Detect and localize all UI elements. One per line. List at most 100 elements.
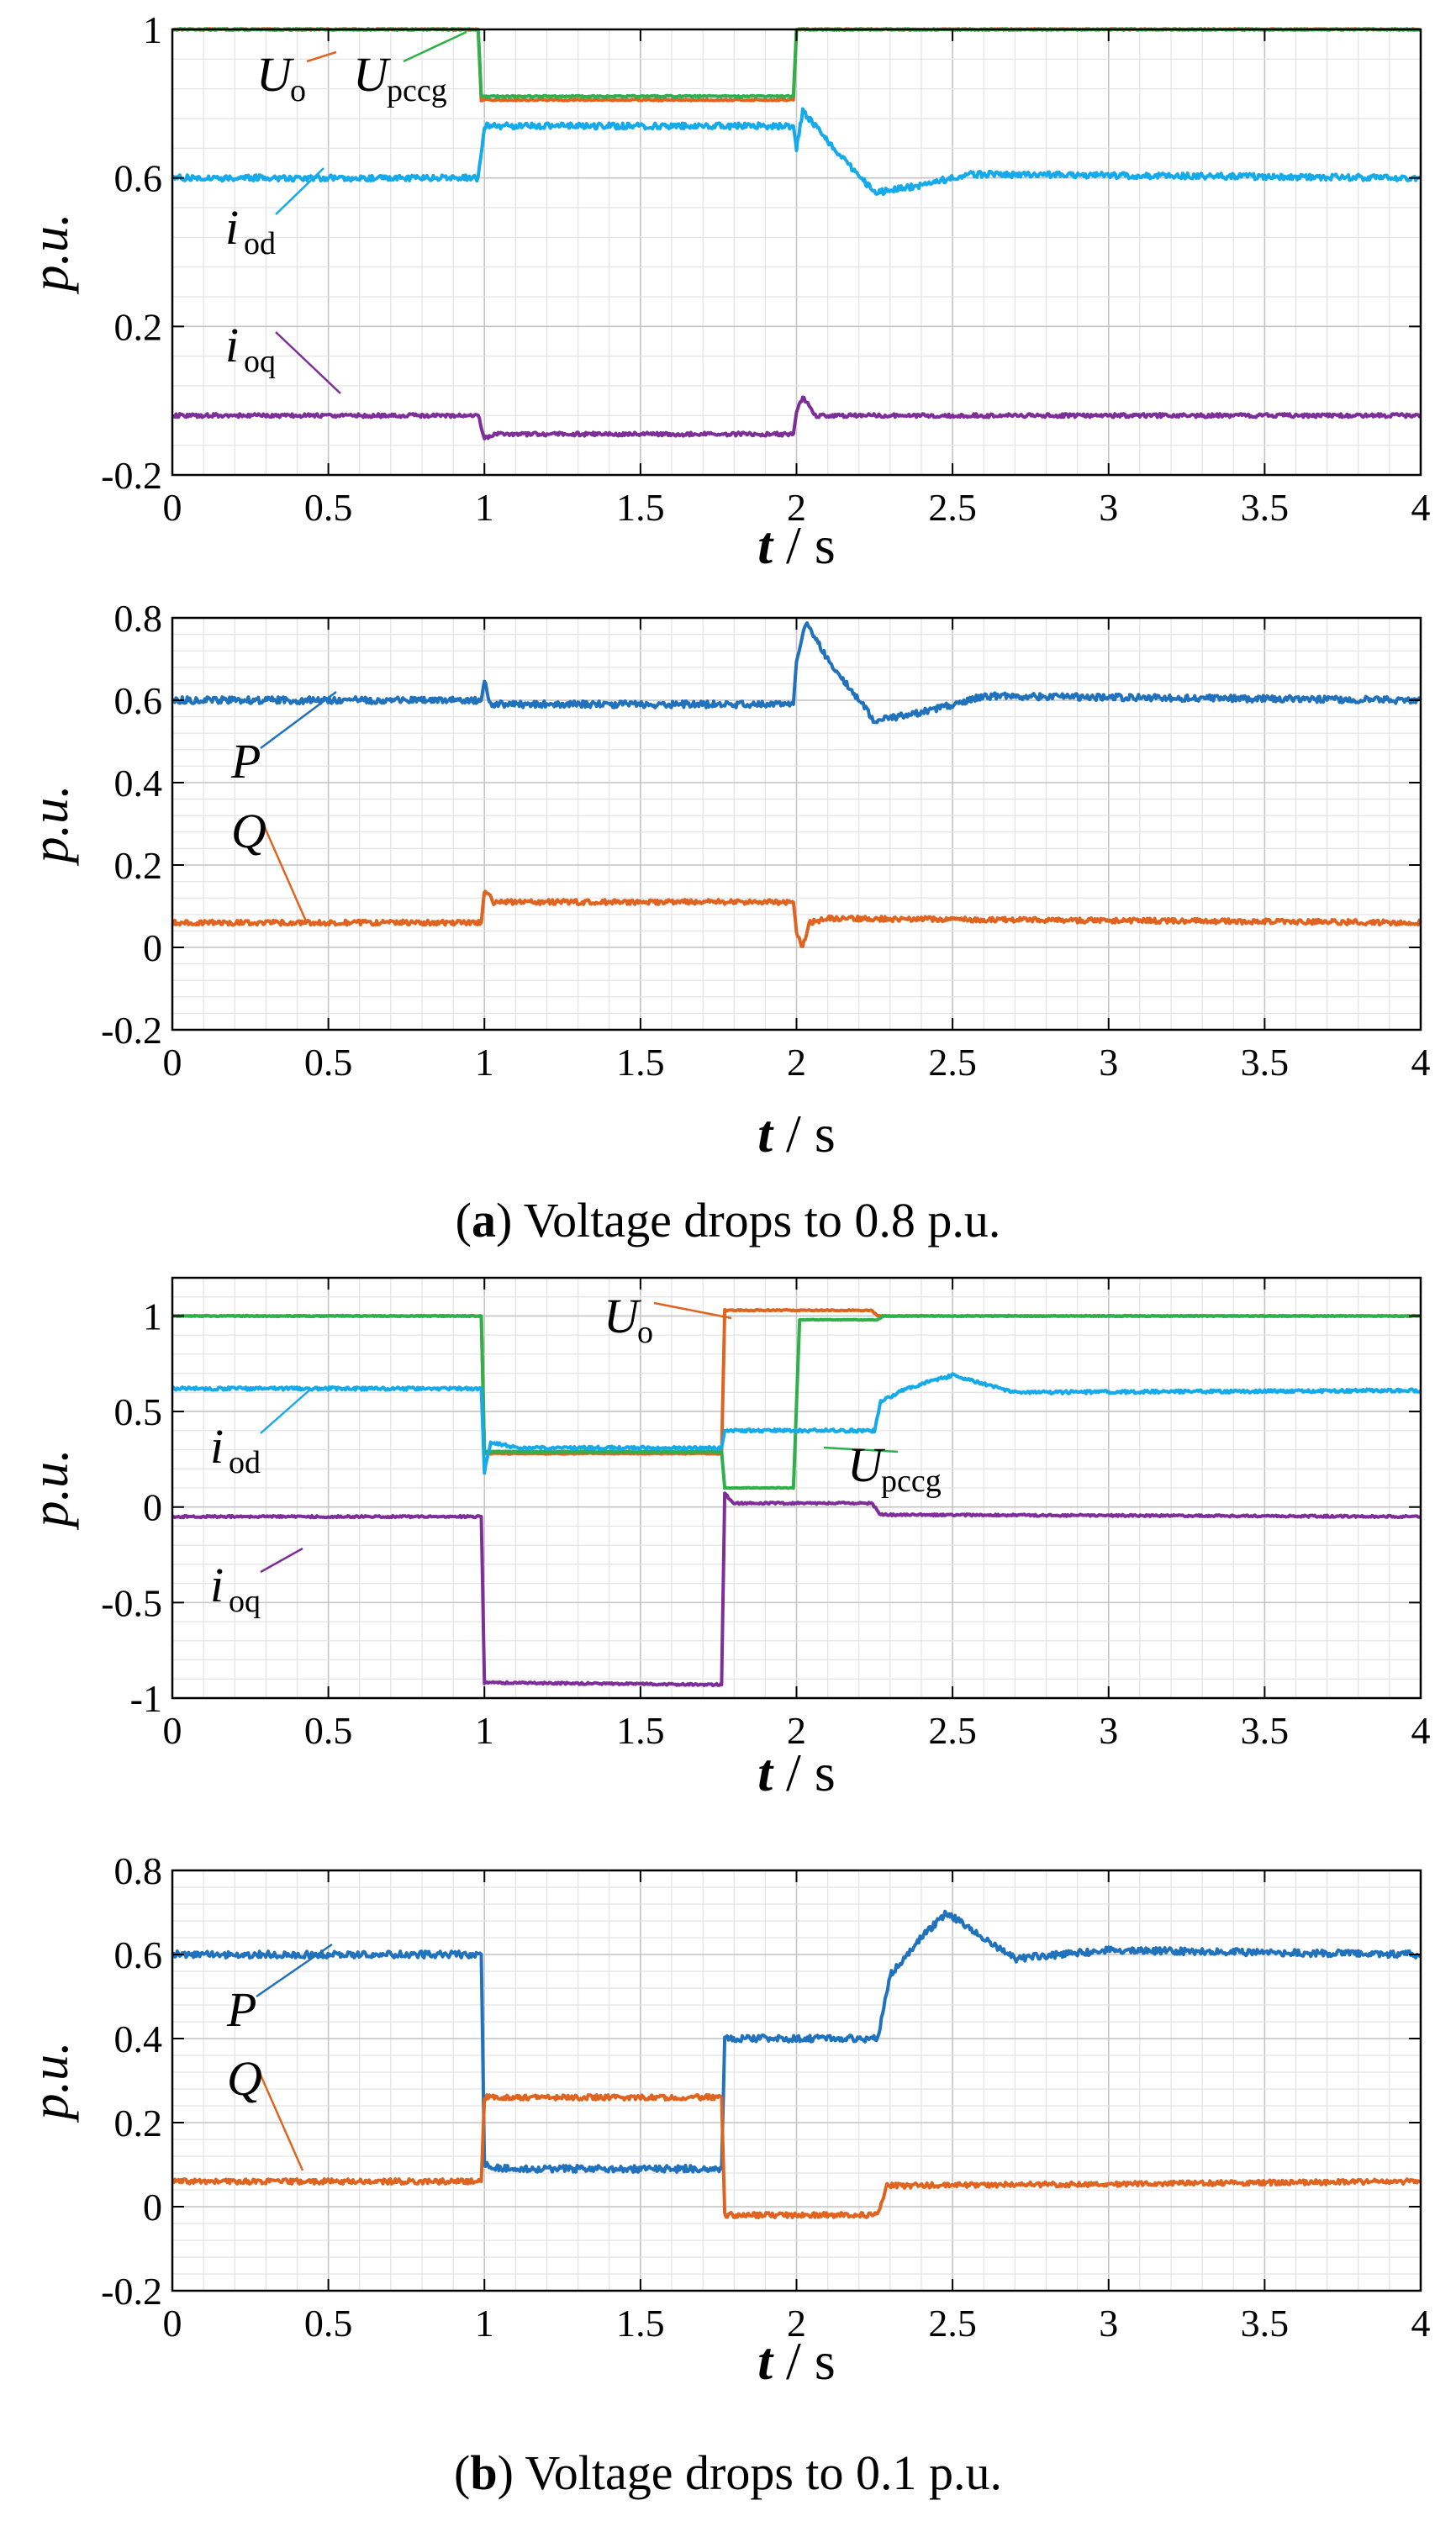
- x-tick-label: 4: [1411, 1709, 1431, 1752]
- x-tick-label: 1: [475, 1041, 494, 1084]
- x-axis-label-var: t: [757, 1743, 774, 1802]
- series-label-u_pccg: U: [353, 47, 392, 102]
- x-tick-label: 4: [1411, 2302, 1431, 2345]
- x-tick-label: 0.5: [304, 1709, 353, 1752]
- x-tick-label: 2: [787, 1041, 806, 1084]
- series-line-i_oq: [171, 395, 1422, 440]
- x-axis-label-var: t: [757, 1104, 774, 1163]
- series-label-sub-i_od: od: [229, 1445, 261, 1480]
- series-label-u_o: U: [256, 47, 295, 102]
- series-label-q: Q: [231, 804, 266, 858]
- leader-i_oq: [260, 1547, 303, 1574]
- x-tick-label: 2: [787, 486, 806, 529]
- series-line-q: [171, 2093, 1422, 2219]
- leader-i_od: [275, 167, 324, 215]
- y-tick-label: -0.2: [101, 2270, 162, 2313]
- y-tick-label: 0.6: [114, 157, 163, 200]
- y-tick-label: -1: [130, 1677, 162, 1720]
- x-axis-label-unit: / s: [773, 2331, 836, 2391]
- series-line-p: [171, 1909, 1422, 2174]
- x-tick-label: 0: [163, 1709, 182, 1752]
- series-label-i_oq: i: [210, 1558, 224, 1612]
- y-tick-label: -0.2: [101, 1009, 162, 1052]
- x-tick-label: 0.5: [304, 2302, 353, 2345]
- x-axis-label-unit: / s: [773, 1743, 836, 1802]
- y-tick-label: 0.6: [114, 679, 163, 722]
- x-tick-label: 3.5: [1241, 1041, 1290, 1084]
- y-tick-label: 0: [143, 1486, 162, 1529]
- series-label-i_od: i: [210, 1419, 224, 1474]
- x-axis-label-unit: / s: [773, 515, 836, 575]
- series-label-p: P: [230, 734, 261, 789]
- x-tick-label: 1.5: [616, 1709, 665, 1752]
- x-tick-label: 2: [787, 2302, 806, 2345]
- series-line-i_oq: [171, 1491, 1422, 1688]
- x-tick-label: 0: [163, 2302, 182, 2345]
- series-label-u_o: U: [604, 1289, 642, 1343]
- series-label-sub-i_oq: oq: [244, 344, 276, 379]
- y-axis-label: p.u.: [22, 2042, 79, 2123]
- series-label-p: P: [226, 1982, 256, 2037]
- series-label-sub-u_pccg: pccg: [387, 73, 447, 108]
- x-tick-label: 3.5: [1241, 1709, 1290, 1752]
- y-tick-label: 0.2: [114, 2102, 163, 2144]
- x-tick-label: 2.5: [928, 1709, 977, 1752]
- x-axis-label: t / s: [757, 1743, 835, 1802]
- x-tick-label: 2.5: [928, 1041, 977, 1084]
- x-tick-label: 2.5: [928, 2302, 977, 2345]
- x-tick-label: 1.5: [616, 486, 665, 529]
- x-axis-label: t / s: [757, 515, 835, 575]
- x-tick-label: 3.5: [1241, 486, 1290, 529]
- y-tick-label: 0.8: [114, 597, 163, 640]
- leader-u_pccg: [403, 30, 467, 63]
- leader-q: [259, 817, 309, 924]
- y-tick-label: 0.2: [114, 305, 163, 348]
- x-tick-label: 0.5: [304, 1041, 353, 1084]
- x-tick-label: 1.5: [616, 1041, 665, 1084]
- caption-b: (b) Voltage drops to 0.1 p.u.: [454, 2445, 1002, 2500]
- x-tick-label: 1.5: [616, 2302, 665, 2345]
- leader-u_o: [306, 50, 337, 63]
- x-tick-label: 2.5: [928, 486, 977, 529]
- x-axis-label-var: t: [757, 2331, 774, 2391]
- y-tick-label: 0: [143, 926, 162, 969]
- leader-u_o: [653, 1301, 732, 1320]
- x-tick-label: 1: [475, 1709, 494, 1752]
- series-label-i_od: i: [225, 200, 239, 255]
- x-axis-label-unit: / s: [773, 1104, 836, 1163]
- x-tick-label: 2: [787, 1709, 806, 1752]
- x-tick-label: 0: [163, 486, 182, 529]
- chart-a-power: PQ0 0.5 1 1.5 2 2.5 3 3.5 4-0.200.20.40.60.8p.u.…: [22, 597, 1431, 1163]
- x-tick-label: 3: [1099, 1709, 1118, 1752]
- y-tick-label: 0.5: [114, 1390, 163, 1433]
- x-tick-label: 3: [1099, 486, 1118, 529]
- leader-i_od: [260, 1388, 312, 1434]
- y-tick-label: 0.4: [114, 2018, 163, 2060]
- y-tick-label: 0.6: [114, 1933, 163, 1976]
- x-tick-label: 0.5: [304, 486, 353, 529]
- x-axis-label: t / s: [757, 2331, 835, 2391]
- y-tick-label: 1: [143, 8, 162, 51]
- series-label-sub-u_o: o: [290, 73, 306, 108]
- x-tick-label: 1: [475, 2302, 494, 2345]
- caption-a-letter: a: [471, 1193, 496, 1248]
- series-label-sub-i_od: od: [244, 226, 276, 261]
- y-tick-label: 1: [143, 1295, 162, 1337]
- leader-p: [260, 690, 337, 750]
- x-tick-label: 4: [1411, 486, 1431, 529]
- series-line-i_od: [171, 107, 1422, 197]
- caption-a: (a) Voltage drops to 0.8 p.u.: [455, 1193, 1001, 1248]
- y-tick-label: 0.2: [114, 844, 163, 887]
- caption-b-letter: b: [470, 2445, 498, 2500]
- caption-a-text: Voltage drops to 0.8 p.u.: [512, 1193, 1001, 1248]
- y-axis-label: p.u.: [22, 214, 79, 295]
- series-line-p: [171, 621, 1422, 725]
- x-tick-label: 1: [475, 486, 494, 529]
- y-tick-label: 0.4: [114, 762, 163, 804]
- y-tick-label: -0.2: [101, 454, 162, 497]
- leader-q: [255, 2065, 304, 2171]
- series-line-i_od: [171, 1372, 1422, 1475]
- x-tick-label: 3: [1099, 1041, 1118, 1084]
